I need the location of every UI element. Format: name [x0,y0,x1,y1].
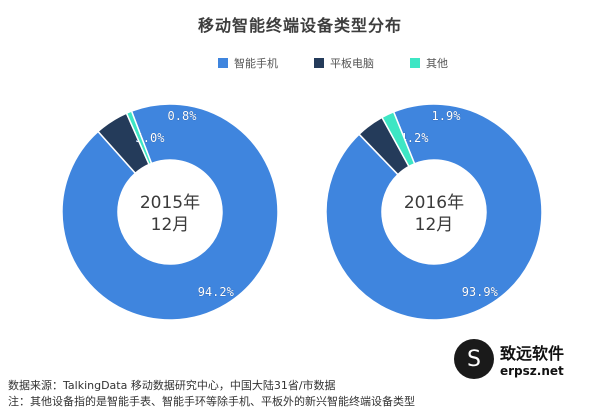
brand-text: 致远软件 erpsz.net [500,340,564,378]
data-label-0-smartphone: 94.2% [198,285,235,299]
legend-item-other: 其他 [410,55,448,71]
legend-swatch-smartphone [218,58,228,68]
legend-swatch-tablet [314,58,324,68]
legend-label-other: 其他 [426,57,448,70]
slice-0-smartphone [61,103,279,321]
slice-1-other [380,110,416,168]
legend-label-smartphone: 智能手机 [234,57,278,70]
slice-1-smartphone [325,103,543,321]
brand-url: erpsz.net [500,364,564,378]
legend: 智能手机 平板电脑 其他 [218,55,448,71]
footer-text: 数据来源：TalkingData 移动数据研究中心，中国大陆31省/市数据 注：… [8,378,415,410]
data-label-1-tablet: 4.2% [400,131,430,145]
center-label-1-line-1: 12月 [415,215,454,235]
brand-watermark: S 致远软件 erpsz.net [454,334,594,384]
data-label-0-other: 0.8% [168,109,198,123]
data-label-1-smartphone: 93.9% [462,285,499,299]
slice-0-other [125,110,153,166]
center-label-0-line-0: 2015年 [140,193,200,213]
legend-swatch-other [410,58,420,68]
center-label-1-line-0: 2016年 [404,193,464,213]
source-note: 数据来源：TalkingData 移动数据研究中心，中国大陆31省/市数据 [8,379,336,392]
footnote: 注：其他设备指的是智能手表、智能手环等除手机、平板外的新兴智能终端设备类型 [8,395,415,408]
brand-logo-icon: S [454,339,494,379]
data-label-1-other: 1.9% [432,109,462,123]
legend-item-smartphone: 智能手机 [218,55,278,71]
brand-name: 致远软件 [500,344,565,363]
chart-title: 移动智能终端设备类型分布 [197,16,402,35]
center-label-0-line-1: 12月 [151,215,190,235]
legend-label-tablet: 平板电脑 [330,57,374,70]
legend-item-tablet: 平板电脑 [314,55,374,71]
